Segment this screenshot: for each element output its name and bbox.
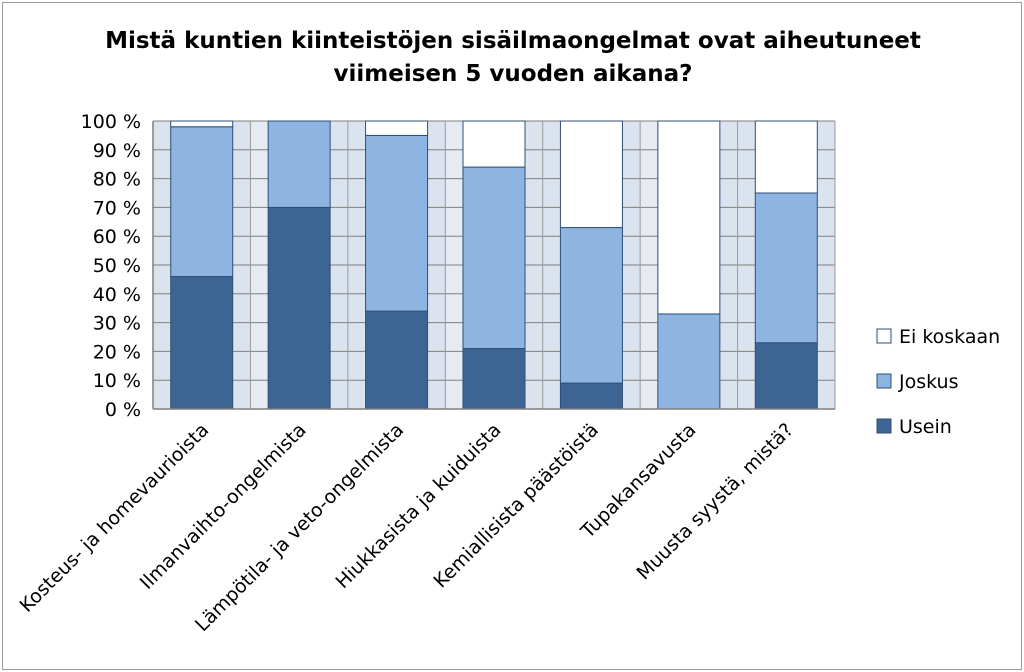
- y-tick-label: 70 %: [93, 197, 141, 219]
- x-category-label: Muusta syystä, mistä?: [632, 419, 797, 584]
- y-tick-label: 20 %: [93, 341, 141, 363]
- legend-swatch: [876, 418, 892, 434]
- bar-segment: [365, 310, 429, 410]
- y-tick-label: 90 %: [93, 140, 141, 162]
- x-category-label: Ilmanvaihto-ongelmista: [136, 419, 311, 594]
- bar-segment: [267, 120, 331, 208]
- bar-segment: [267, 206, 331, 410]
- y-tick-label: 10 %: [93, 370, 141, 392]
- bar-segment: [754, 342, 818, 410]
- bar-segment: [754, 192, 818, 344]
- y-tick-label: 30 %: [93, 313, 141, 335]
- stacked-bar-chart: Mistä kuntien kiinteistöjen sisäilmaonge…: [15, 28, 1000, 636]
- y-tick-label: 80 %: [93, 169, 141, 191]
- chart-title-line-1: Mistä kuntien kiinteistöjen sisäilmaonge…: [105, 28, 921, 54]
- x-category-label: Kemiallisista päästöistä: [430, 419, 603, 592]
- legend-label: Ei koskaan: [899, 326, 1000, 348]
- legend-label: Usein: [899, 416, 952, 438]
- x-category-label: Kosteus- ja homevaurioista: [15, 419, 213, 617]
- y-tick-label: 40 %: [93, 284, 141, 306]
- bar-segment: [559, 382, 623, 410]
- y-tick-label: 0 %: [105, 399, 141, 421]
- bar-segment: [170, 276, 234, 410]
- bar-segment: [657, 313, 721, 410]
- legend-label: Joskus: [898, 371, 959, 393]
- bar-segment: [559, 227, 623, 384]
- x-category-label: Hiukkasista ja kuiduista: [331, 419, 505, 593]
- bar-segment: [657, 120, 721, 315]
- bar-segment: [170, 126, 234, 278]
- bar-segment: [559, 120, 623, 229]
- bar-segment: [462, 120, 526, 168]
- y-tick-label: 60 %: [93, 226, 141, 248]
- bar-segment: [365, 120, 429, 136]
- bar-segment: [754, 120, 818, 194]
- chart-title-line-2: viimeisen 5 vuoden aikana?: [334, 61, 693, 87]
- bar-segment: [365, 134, 429, 312]
- legend-swatch: [876, 373, 892, 389]
- bar-segment: [462, 166, 526, 350]
- bar-segment: [170, 120, 234, 128]
- y-tick-label: 100 %: [81, 111, 141, 133]
- y-tick-label: 50 %: [93, 255, 141, 277]
- x-category-label: Lämpötila- ja veto-ongelmista: [191, 419, 408, 636]
- legend-swatch: [876, 328, 892, 344]
- bar-segment: [462, 348, 526, 410]
